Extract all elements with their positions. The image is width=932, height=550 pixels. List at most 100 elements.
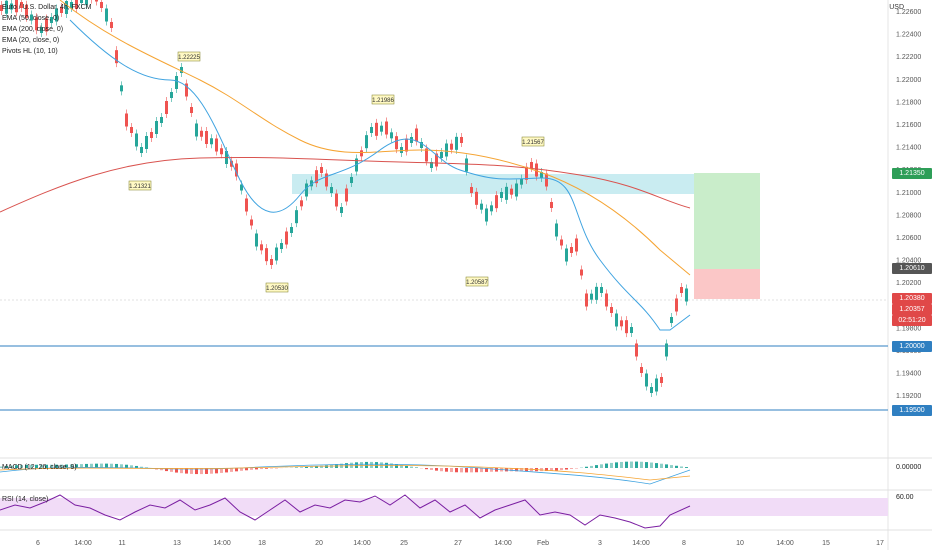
time-tick-label: 14:00 (353, 540, 371, 547)
candle-body (10, 3, 13, 10)
candle-body (305, 183, 308, 197)
macd-bar (245, 468, 248, 471)
macd-bar (410, 466, 413, 468)
legend-pivots[interactable]: Pivots HL (10, 10) (2, 48, 58, 55)
candle-body (260, 244, 263, 251)
candle-body (360, 150, 363, 157)
macd-bar (630, 461, 633, 468)
macd-bar (300, 467, 303, 468)
candle-body (600, 287, 603, 293)
currency-label[interactable]: USD (889, 4, 904, 11)
time-tick-label: 14:00 (494, 540, 512, 547)
pivot-box (128, 180, 152, 191)
macd-bar (185, 468, 188, 474)
countdown-tag: 02:51:20 (892, 315, 932, 326)
price-tick-label: 1.21400 (896, 145, 921, 152)
candle-body (520, 178, 523, 185)
time-tick-label: 18 (258, 540, 266, 547)
candle-body (5, 0, 8, 14)
legend-ema20[interactable]: EMA (20, close, 0) (2, 37, 60, 44)
macd-bar (250, 468, 253, 470)
macd-bar (570, 468, 573, 469)
candle-body (505, 186, 508, 200)
time-tick-label: 14:00 (776, 540, 794, 547)
macd-bar (520, 468, 523, 472)
candle-body (660, 377, 663, 383)
candle-body (510, 188, 513, 195)
macd-bar (310, 466, 313, 468)
candle-body (20, 2, 23, 8)
macd-bar (120, 464, 123, 468)
macd-bar (685, 467, 688, 468)
macd-bar (95, 463, 98, 468)
macd-bar (585, 466, 588, 468)
candle-body (310, 180, 313, 187)
macd-bar (670, 465, 673, 468)
candle-body (265, 248, 268, 262)
candle-body (615, 313, 618, 327)
macd-bar (160, 468, 163, 471)
pivot-label: 1.20530 (266, 286, 288, 292)
price-tick-label: 1.21800 (896, 99, 921, 106)
macd-label[interactable]: MACD (12, 26, close, 9) (2, 464, 77, 471)
macd-axis-value: 0.00000 (896, 464, 922, 471)
macd-bar (235, 468, 238, 472)
macd-bar (590, 465, 593, 468)
candle-body (665, 343, 668, 357)
macd-bar (525, 468, 528, 472)
macd-bar (490, 468, 493, 472)
rsi-label[interactable]: RSI (14, close) (2, 496, 49, 503)
candle-body (70, 2, 73, 8)
time-tick-label: 14:00 (74, 540, 92, 547)
macd-bar (680, 466, 683, 468)
pivot-label: 1.21567 (522, 140, 544, 146)
candle-body (570, 247, 573, 253)
candle-body (240, 184, 243, 191)
macd-bar (15, 465, 18, 468)
ema50-line (59, 0, 691, 276)
pivot-box (465, 276, 489, 287)
macd-bar (400, 464, 403, 468)
macd-bar (395, 464, 398, 468)
signal-line (0, 465, 691, 481)
time-tick-label: 25 (400, 540, 408, 547)
macd-bar (0, 466, 3, 468)
candle-body (15, 0, 18, 13)
macd-bar (375, 462, 378, 468)
candle-body (285, 231, 288, 245)
candle-body (535, 163, 538, 177)
candle-body (80, 0, 83, 3)
candle-body (0, 5, 3, 11)
macd-bar (320, 465, 323, 468)
legend-ema200[interactable]: EMA (200, close, 0) (2, 26, 64, 33)
candle-body (550, 202, 553, 208)
macd-bar (315, 466, 318, 468)
macd-bar (105, 463, 108, 468)
macd-bar (475, 468, 478, 473)
legend-ema50[interactable]: EMA (50, close, 0) (2, 15, 60, 22)
candle-body (540, 172, 543, 178)
price-tick-label: 1.22200 (896, 54, 921, 61)
candle-body (610, 307, 613, 313)
candle-body (415, 128, 418, 142)
price-tick-label: 1.20200 (896, 280, 921, 287)
macd-bar (140, 466, 143, 468)
candle-body (515, 183, 518, 197)
candle-body (475, 191, 478, 205)
macd-bar (70, 464, 73, 468)
candle-body (460, 137, 463, 143)
macd-bar (440, 468, 443, 472)
macd-bar (435, 468, 438, 471)
macd-bar (425, 468, 428, 470)
candle-body (650, 387, 653, 393)
candle-body (255, 233, 258, 247)
macd-bar (610, 462, 613, 468)
candle-body (125, 113, 128, 127)
candle-body (170, 92, 173, 98)
candle-body (160, 117, 163, 123)
price-tick-label: 1.21000 (896, 190, 921, 197)
candle-body (370, 127, 373, 133)
macd-bar (90, 463, 93, 468)
candle-body (390, 132, 393, 139)
